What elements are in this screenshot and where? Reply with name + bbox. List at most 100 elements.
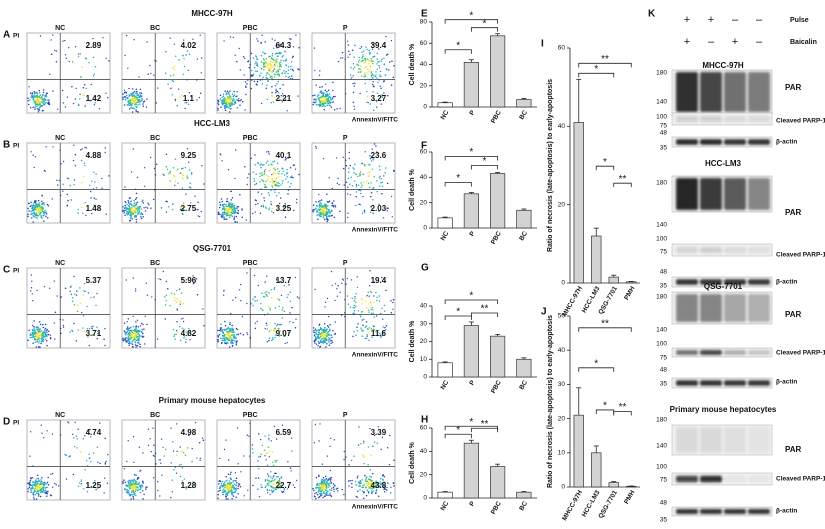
event-dot — [176, 329, 178, 332]
event-dot — [245, 93, 247, 96]
event-dot — [180, 207, 182, 210]
event-dot — [224, 104, 227, 107]
event-dot — [288, 284, 290, 286]
event-dot — [135, 331, 138, 334]
blot-label: PAR — [785, 310, 802, 319]
event-dot — [84, 290, 86, 293]
event-dot — [268, 291, 270, 294]
event-dot — [326, 220, 328, 223]
event-dot — [77, 329, 80, 331]
event-dot — [241, 315, 244, 318]
event-dot — [135, 488, 137, 491]
event-dot — [198, 96, 201, 99]
event-dot — [227, 214, 229, 216]
event-dot — [252, 451, 254, 454]
event-dot — [225, 328, 228, 331]
event-dot — [284, 50, 287, 53]
event-dot — [328, 211, 330, 213]
event-dot — [278, 323, 281, 326]
event-dot — [230, 207, 233, 209]
event-dot — [192, 275, 194, 277]
event-dot — [221, 213, 223, 215]
event-dot — [43, 484, 45, 487]
event-dot — [260, 61, 263, 63]
event-dot — [32, 342, 34, 344]
event-dot — [42, 336, 45, 339]
blot-band — [700, 475, 722, 483]
event-dot — [169, 171, 171, 173]
event-dot — [381, 193, 383, 195]
event-dot — [225, 439, 227, 441]
event-dot — [276, 55, 279, 58]
event-dot — [272, 47, 275, 49]
event-dot — [138, 210, 141, 213]
event-dot — [217, 336, 220, 338]
event-dot — [271, 186, 274, 188]
event-dot — [276, 82, 278, 85]
event-dot — [378, 60, 380, 63]
event-dot — [320, 495, 322, 497]
event-dot — [323, 337, 325, 340]
event-dot — [348, 157, 350, 160]
event-dot — [136, 176, 139, 179]
event-dot — [92, 334, 94, 336]
event-dot — [232, 339, 234, 342]
event-dot — [36, 214, 38, 217]
event-dot — [51, 198, 53, 200]
event-dot — [88, 457, 91, 459]
plot-frame — [26, 32, 111, 114]
quadrant-value: 43.8 — [371, 481, 387, 490]
event-dot — [231, 494, 233, 496]
event-dot — [229, 322, 231, 324]
event-dot — [321, 463, 324, 465]
event-dot — [261, 83, 264, 85]
event-dot — [96, 487, 99, 489]
event-dot — [219, 201, 221, 203]
event-dot — [29, 106, 32, 109]
event-dot — [86, 305, 88, 308]
event-dot — [356, 276, 358, 278]
plot-label: P — [343, 135, 348, 142]
event-dot — [104, 344, 106, 347]
event-dot — [268, 489, 271, 492]
event-dot — [368, 175, 371, 177]
event-dot — [27, 490, 29, 493]
event-dot — [137, 104, 139, 106]
event-dot — [162, 446, 164, 449]
x-tick-label: PBC — [490, 379, 503, 395]
event-dot — [74, 46, 77, 48]
quadrant-value: 6.59 — [276, 428, 292, 437]
event-dot — [278, 62, 281, 64]
blot-label: Cleaved PARP-1 — [776, 476, 825, 483]
event-dot — [327, 479, 330, 482]
y-axis-label: PI — [13, 33, 19, 40]
event-dot — [317, 201, 320, 203]
event-dot — [223, 207, 226, 209]
event-dot — [188, 329, 191, 332]
blot-label: Cleaved PARP-1 — [776, 252, 825, 259]
event-dot — [77, 212, 79, 214]
event-dot — [125, 340, 127, 343]
event-dot — [128, 342, 130, 344]
event-dot — [362, 173, 364, 175]
event-dot — [370, 290, 372, 293]
event-dot — [229, 330, 231, 332]
event-dot — [131, 479, 133, 482]
event-dot — [166, 168, 169, 171]
event-dot — [367, 172, 369, 174]
event-dot — [190, 172, 193, 174]
event-dot — [40, 479, 42, 481]
event-dot — [233, 103, 235, 106]
event-dot — [38, 205, 41, 207]
quadrant-value: 9.07 — [276, 329, 292, 338]
event-dot — [77, 104, 80, 106]
event-dot — [29, 481, 31, 484]
event-dot — [232, 210, 235, 212]
event-dot — [143, 185, 146, 187]
event-dot — [326, 332, 329, 334]
event-dot — [359, 65, 362, 68]
y-tick-label: 60 — [558, 45, 566, 52]
event-dot — [38, 89, 41, 92]
event-dot — [272, 476, 275, 478]
event-dot — [369, 469, 371, 471]
